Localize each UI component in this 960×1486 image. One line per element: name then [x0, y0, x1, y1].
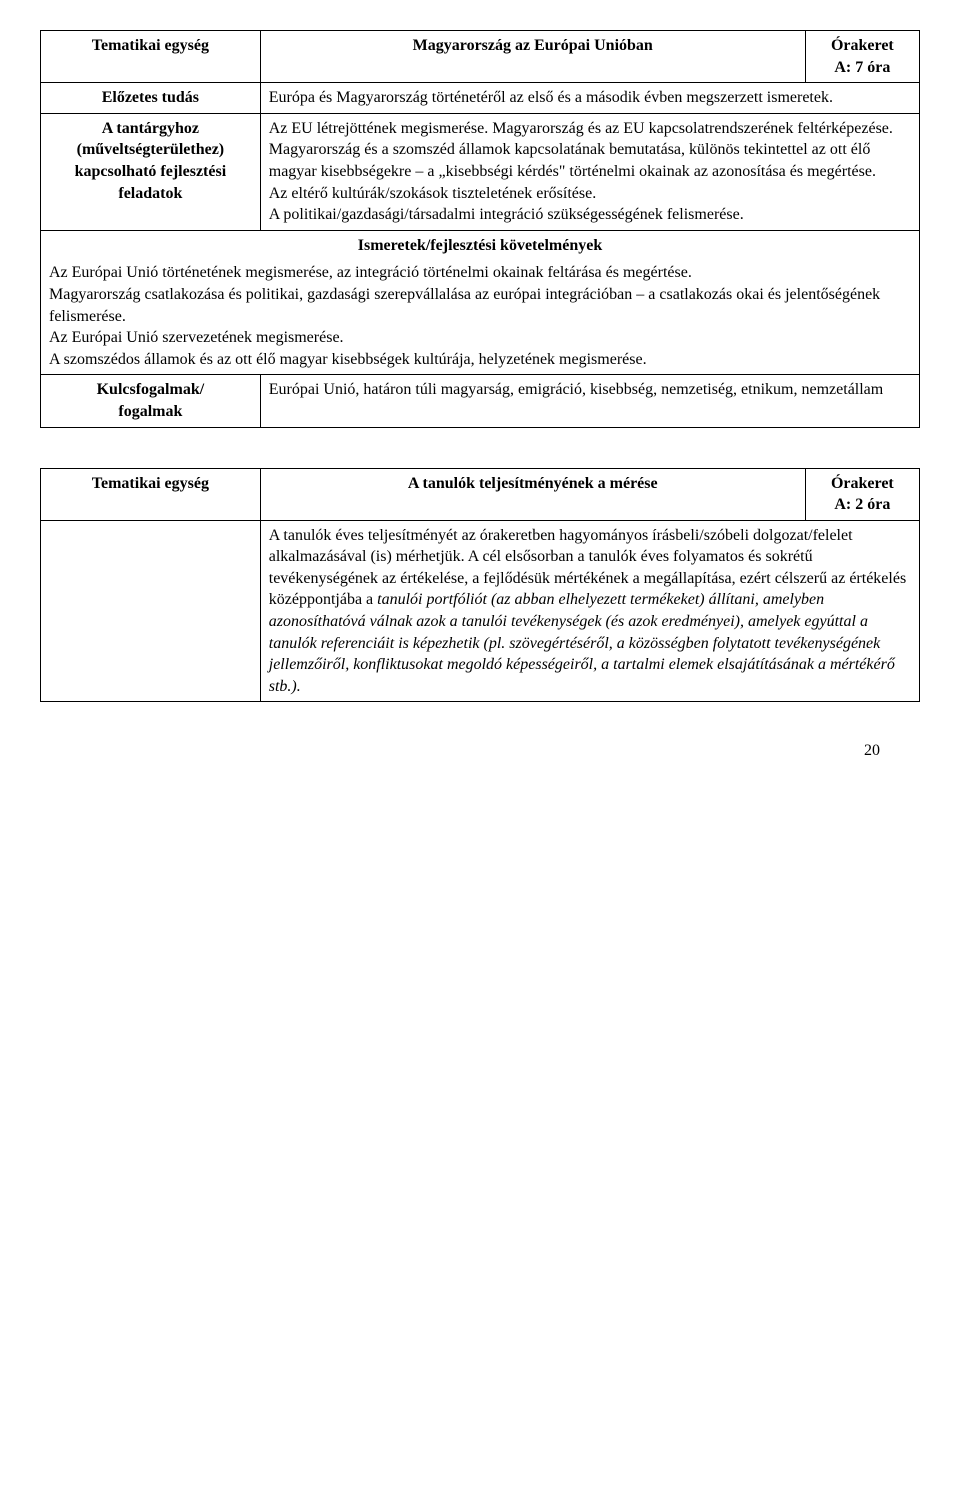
text: Európa és Magyarország történetéről az e… [269, 89, 833, 106]
table-thematic-unit-2: Tematikai egység A tanulók teljesítményé… [40, 468, 920, 703]
text: Az Európai Unió történetének megismerése… [49, 264, 880, 367]
cell-label: Előzetes tudás [41, 83, 261, 114]
text: Előzetes tudás [102, 89, 199, 106]
table-row: Tematikai egység Magyarország az Európai… [41, 31, 920, 83]
text: Tematikai egység [92, 37, 209, 54]
table-row: A tantárgyhoz (műveltségterülethez) kapc… [41, 113, 920, 230]
cell-content: Az EU létrejöttének megismerése. Magyaro… [260, 113, 919, 230]
table-thematic-unit-1: Tematikai egység Magyarország az Európai… [40, 30, 920, 428]
cell-hours: Órakeret A: 7 óra [805, 31, 919, 83]
text: A tanulók teljesítményének a mérése [408, 475, 658, 492]
text: Tematikai egység [92, 475, 209, 492]
text: Ismeretek/fejlesztési követelmények [358, 237, 603, 254]
text: Az EU létrejöttének megismerése. Magyaro… [269, 120, 893, 223]
cell-content: A tanulók éves teljesítményét az órakere… [260, 520, 919, 702]
cell-title: Magyarország az Európai Unióban [260, 31, 805, 83]
table-row: Ismeretek/fejlesztési követelmények Az E… [41, 230, 920, 375]
table-row: Tematikai egység A tanulók teljesítményé… [41, 468, 920, 520]
text: Órakeret A: 2 óra [831, 475, 894, 514]
cell-title: A tanulók teljesítményének a mérése [260, 468, 805, 520]
page-number: 20 [40, 742, 920, 760]
cell-label: Kulcsfogalmak/ fogalmak [41, 375, 261, 427]
cell-label: A tantárgyhoz (műveltségterülethez) kapc… [41, 113, 261, 230]
table-row: Előzetes tudás Európa és Magyarország tö… [41, 83, 920, 114]
text: Magyarország az Európai Unióban [413, 37, 653, 54]
text: Kulcsfogalmak/ fogalmak [97, 381, 205, 420]
text: Órakeret A: 7 óra [831, 37, 894, 76]
cell-empty [41, 520, 261, 702]
text: A tantárgyhoz (műveltségterülethez) kapc… [75, 120, 227, 202]
cell-requirements: Ismeretek/fejlesztési követelmények Az E… [41, 230, 920, 375]
table-row: A tanulók éves teljesítményét az órakere… [41, 520, 920, 702]
subheading: Ismeretek/fejlesztési követelmények [49, 235, 911, 257]
cell-hours: Órakeret A: 2 óra [805, 468, 919, 520]
cell-content: Európai Unió, határon túli magyarság, em… [260, 375, 919, 427]
cell-label: Tematikai egység [41, 468, 261, 520]
table-row: Kulcsfogalmak/ fogalmak Európai Unió, ha… [41, 375, 920, 427]
text-block: Az Európai Unió történetének megismerése… [49, 262, 911, 370]
text: 20 [864, 742, 880, 759]
cell-label: Tematikai egység [41, 31, 261, 83]
cell-content: Európa és Magyarország történetéről az e… [260, 83, 919, 114]
text: Európai Unió, határon túli magyarság, em… [269, 381, 883, 398]
